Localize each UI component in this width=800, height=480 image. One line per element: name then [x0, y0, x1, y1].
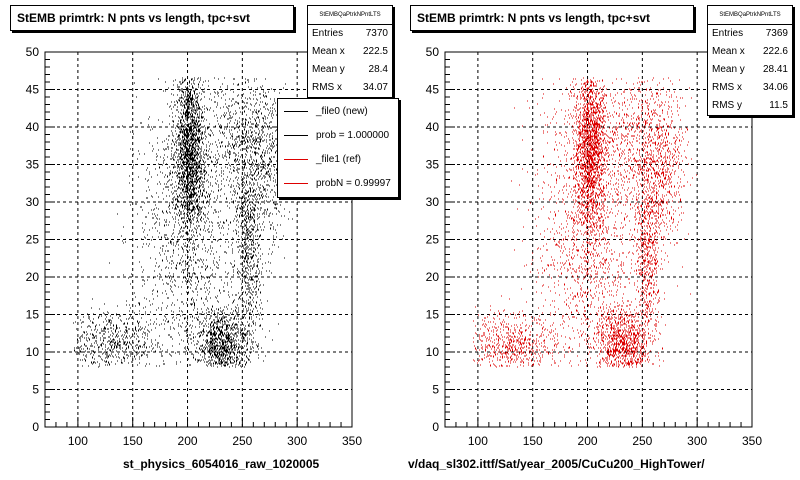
right-stats-value: 222.6 — [762, 46, 788, 57]
x-tick-label: 100 — [68, 434, 88, 448]
y-tick-label: 10 — [426, 345, 440, 359]
left-file-label: st_physics_6054016_raw_1020005 — [123, 457, 320, 471]
y-tick-label: 15 — [26, 308, 40, 322]
y-tick-label: 30 — [426, 195, 440, 209]
left-stats-row: Mean y 28.4 — [308, 61, 392, 79]
x-tick-label: 200 — [178, 434, 198, 448]
left-plot-title-text: StEMB primtrk: N pnts vs length, tpc+svt — [17, 11, 251, 25]
y-tick-label: 30 — [26, 195, 40, 209]
left-stats-box: StEMBQaPtrkNPntLTS Entries 7370 Mean x 2… — [307, 5, 393, 98]
right-plot-title: StEMB primtrk: N pnts vs length, tpc+svt — [410, 5, 694, 31]
legend-entry: _file0 (new) — [278, 99, 398, 123]
comparison-legend: _file0 (new) prob = 1.000000 _file1 (ref… — [277, 98, 399, 198]
y-tick-label: 5 — [32, 383, 39, 397]
y-tick-label: 0 — [432, 420, 439, 434]
y-tick-label: 20 — [426, 270, 440, 284]
right-plot-title-text: StEMB primtrk: N pnts vs length, tpc+svt — [417, 11, 651, 25]
x-tick-label: 300 — [687, 434, 707, 448]
right-stats-label: Entries — [712, 28, 744, 39]
left-plot-svg: 100 150 200 250 300 350 0 5 10 15 20 25 30 35 40 45 50 — [26, 45, 363, 448]
right-stats-label: RMS x — [712, 82, 742, 93]
right-pad: 100 150 200 250 300 350 0 5 10 15 20 25 30 35 40 45 50 S… — [400, 0, 800, 480]
left-stats-value: 28.4 — [368, 64, 388, 75]
y-tick-label: 0 — [32, 420, 39, 434]
right-stats-value: 11.5 — [769, 100, 788, 111]
y-tick-label: 45 — [426, 83, 440, 97]
right-plot-svg: 100 150 200 250 300 350 0 5 10 15 20 25 30 35 40 45 50 — [426, 45, 763, 448]
left-stats-name: StEMBQaPtrkNPntLTS — [308, 6, 392, 25]
legend-line-marker — [284, 182, 308, 184]
legend-entry: probN = 0.99997 — [278, 171, 398, 195]
right-stats-label: Mean x — [712, 46, 745, 57]
y-tick-label: 35 — [426, 158, 440, 172]
legend-label: _file1 (ref) — [316, 153, 362, 165]
x-tick-label: 300 — [287, 434, 307, 448]
left-stats-row: Entries 7370 — [308, 25, 392, 43]
right-stats-row: Entries 7369 — [708, 25, 792, 43]
right-stats-value: 34.06 — [762, 82, 788, 93]
y-tick-label: 40 — [426, 120, 440, 134]
left-stats-value: 222.5 — [362, 46, 388, 57]
y-tick-label: 10 — [26, 345, 40, 359]
scatter-points--file1-ref- — [473, 77, 697, 368]
left-stats-row: Mean x 222.5 — [308, 43, 392, 61]
left-pad: 100 150 200 250 300 350 0 5 10 15 20 25 30 35 40 45 50 S… — [10, 5, 399, 471]
x-tick-label: 350 — [742, 434, 762, 448]
x-tick-label: 250 — [232, 434, 252, 448]
y-tick-label: 5 — [432, 383, 439, 397]
x-tick-label: 200 — [578, 434, 598, 448]
y-tick-label: 50 — [426, 45, 440, 59]
y-tick-label: 40 — [26, 120, 40, 134]
y-tick-label: 50 — [26, 45, 40, 59]
left-stats-row: RMS x 34.07 — [308, 79, 392, 97]
left-stats-label: RMS x — [312, 82, 342, 93]
right-stats-value: 28.41 — [762, 64, 788, 75]
left-plot-title: StEMB primtrk: N pnts vs length, tpc+svt — [10, 5, 294, 31]
left-stats-value: 7370 — [365, 28, 388, 39]
legend-line-marker — [284, 110, 308, 112]
scatter-points--file0-new- — [73, 77, 298, 368]
left-stats-label: Entries — [312, 28, 344, 39]
y-tick-label: 35 — [26, 158, 40, 172]
right-stats-row: RMS x 34.06 — [708, 79, 792, 97]
x-tick-label: 250 — [632, 434, 652, 448]
x-tick-label: 100 — [468, 434, 488, 448]
legend-entry: prob = 1.000000 — [278, 123, 398, 147]
right-file-label: v/daq_sl302.ittf/Sat/year_2005/CuCu200_H… — [408, 457, 705, 471]
right-stats-name: StEMBQaPtrkNPntLTS — [708, 6, 792, 25]
right-stats-row: RMS y 11.5 — [708, 97, 792, 115]
y-tick-label: 15 — [426, 308, 440, 322]
right-stats-box: StEMBQaPtrkNPntLTS Entries 7369 Mean x 2… — [707, 5, 793, 116]
left-stats-label: Mean x — [312, 46, 345, 57]
y-tick-label: 25 — [426, 233, 440, 247]
left-stats-label: Mean y — [312, 64, 345, 75]
y-tick-label: 20 — [26, 270, 40, 284]
legend-label: probN = 0.99997 — [316, 177, 391, 189]
y-tick-label: 25 — [26, 233, 40, 247]
x-tick-label: 150 — [123, 434, 143, 448]
y-tick-label: 45 — [26, 83, 40, 97]
x-tick-label: 350 — [342, 434, 362, 448]
left-stats-value: 34.07 — [362, 82, 388, 93]
legend-label: prob = 1.000000 — [316, 129, 390, 141]
x-tick-label: 150 — [523, 434, 543, 448]
legend-entry: _file1 (ref) — [278, 147, 398, 171]
legend-line-marker — [284, 134, 308, 136]
right-stats-row: Mean y 28.41 — [708, 61, 792, 79]
right-stats-label: RMS y — [712, 100, 742, 111]
right-stats-value: 7369 — [765, 28, 788, 39]
right-stats-label: Mean y — [712, 64, 745, 75]
legend-label: _file0 (new) — [316, 105, 368, 117]
legend-line-marker — [284, 158, 308, 160]
right-stats-row: Mean x 222.6 — [708, 43, 792, 61]
